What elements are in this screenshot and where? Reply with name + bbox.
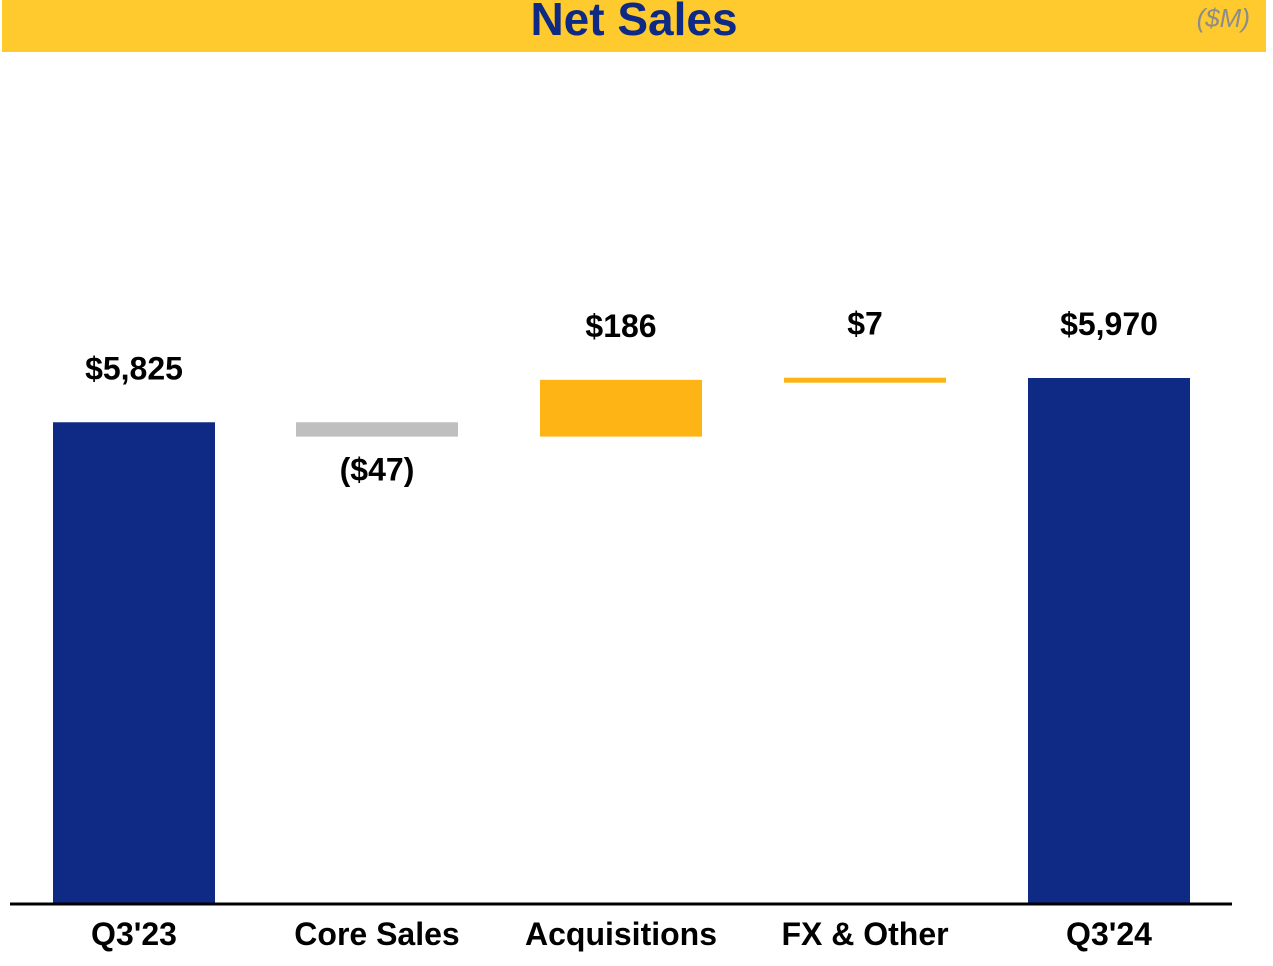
bar-2 <box>540 379 702 437</box>
chart-title: Net Sales <box>530 0 738 45</box>
data-label-4: $5,970 <box>1060 306 1158 342</box>
units-label: ($M) <box>1196 3 1250 33</box>
category-label-1: Core Sales <box>294 916 459 952</box>
category-label-0: Q3'23 <box>91 916 177 952</box>
data-label-0: $5,825 <box>85 350 183 386</box>
category-label-4: Q3'24 <box>1066 916 1152 952</box>
title-bar: Net Sales ($M) <box>2 0 1266 52</box>
bar-4 <box>1028 378 1190 903</box>
bar-1 <box>296 422 458 437</box>
category-label-3: FX & Other <box>781 916 948 952</box>
bar-0 <box>53 422 215 903</box>
category-label-2: Acquisitions <box>525 916 717 952</box>
data-label-3: $7 <box>847 306 883 342</box>
bar-3 <box>784 377 946 383</box>
data-label-1: ($47) <box>340 452 415 488</box>
data-label-2: $186 <box>585 308 656 344</box>
